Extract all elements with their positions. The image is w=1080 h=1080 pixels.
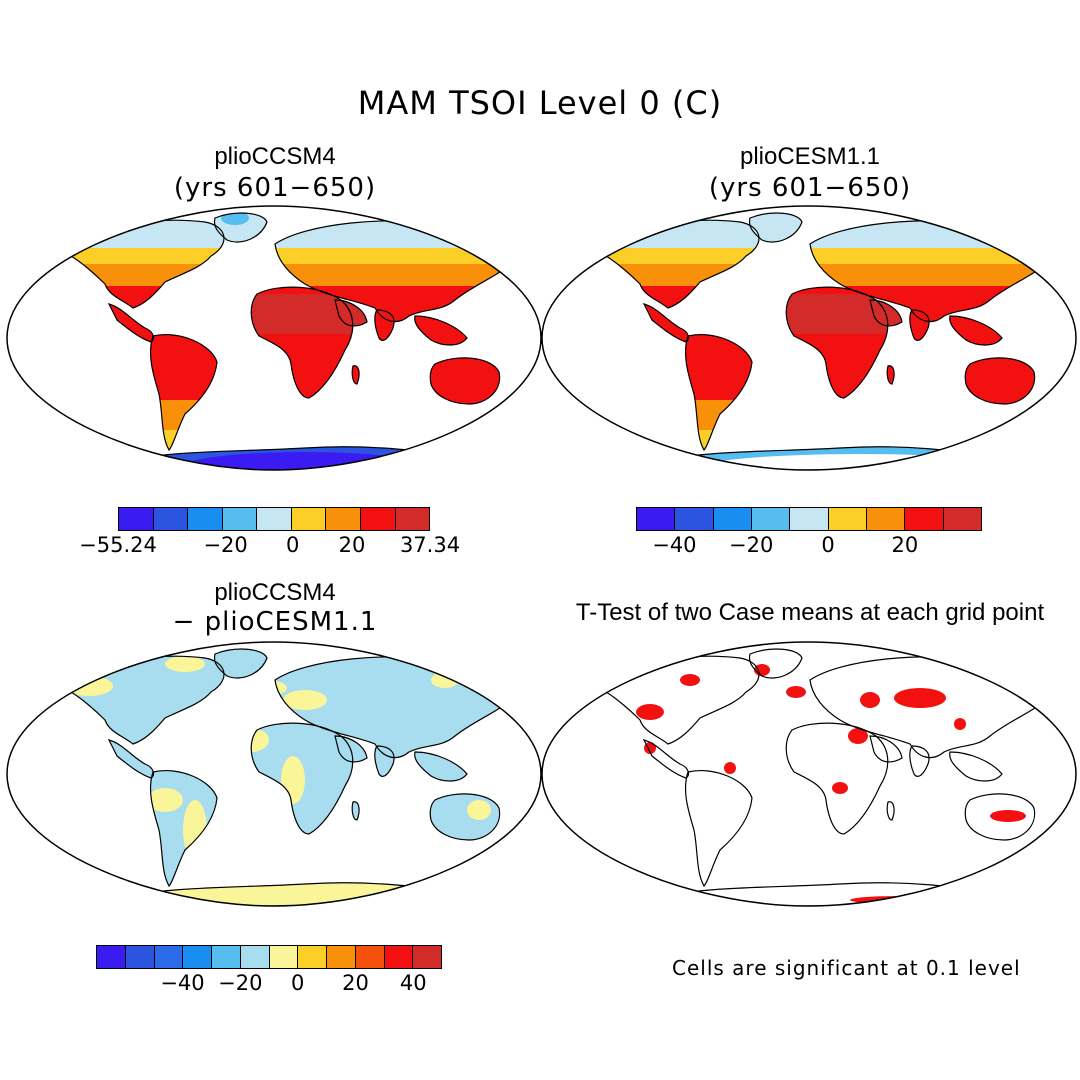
cb1-tick-label: 20 — [338, 533, 366, 557]
cb3-swatch — [355, 946, 385, 968]
colorbar-panel1 — [118, 507, 430, 531]
cb2-tick-label: 20 — [891, 533, 919, 557]
figure-title: MAM TSOI Level 0 (C) — [357, 84, 723, 122]
cb1-swatch — [119, 508, 154, 530]
cb3-tick-label: 0 — [291, 971, 305, 995]
cb3-tick-label: −20 — [218, 971, 263, 995]
colorbar-panel2 — [636, 507, 982, 531]
panel1-subtitle: (yrs 601−650) — [173, 173, 377, 203]
cb1-swatch — [153, 508, 189, 530]
land-camerica — [644, 304, 689, 342]
colorbar-panel3 — [96, 945, 442, 969]
cb3-swatch — [125, 946, 155, 968]
cb1-swatch — [360, 508, 396, 530]
cb2-swatch — [828, 508, 867, 530]
cb2-swatch — [637, 508, 676, 530]
land-samerica — [685, 770, 752, 886]
cb3-swatch — [269, 946, 299, 968]
land-india — [374, 746, 395, 777]
map-border — [541, 641, 1077, 907]
cb2-tick-label: 0 — [821, 533, 835, 557]
land-greenland — [214, 649, 267, 678]
cb1-tick-label: −20 — [203, 533, 248, 557]
panel1-map — [6, 205, 542, 471]
cb3-tick-label: 20 — [342, 971, 369, 995]
land-seasia — [414, 752, 467, 781]
cb2-swatch — [943, 508, 981, 530]
panel4-title: T-Test of two Case means at each grid po… — [575, 599, 1045, 626]
land-madagascar — [352, 365, 360, 384]
land-camerica — [109, 740, 154, 778]
land-india — [909, 746, 930, 777]
cb2-tick-label: −20 — [729, 533, 774, 557]
map-border — [6, 641, 542, 907]
land-seasia — [949, 316, 1002, 345]
map-border — [6, 205, 542, 471]
panel2-title: plioCESM1.1 — [739, 143, 881, 170]
cb1-tick-label: −55.24 — [79, 533, 157, 557]
land-nz — [511, 837, 518, 850]
cb3-swatch — [327, 946, 356, 968]
cb3-swatch — [384, 946, 414, 968]
cb2-swatch — [905, 508, 944, 530]
cb1-swatch — [395, 508, 430, 530]
land-nz — [1046, 837, 1053, 850]
cb3-swatch — [413, 946, 441, 968]
cb1-swatch — [291, 508, 327, 530]
panel3-subtitle: − plioCESM1.1 — [172, 607, 378, 637]
cb1-swatch — [257, 508, 292, 530]
land-namerica — [600, 656, 759, 744]
land-madagascar — [887, 365, 895, 384]
land-madagascar — [352, 801, 360, 820]
land-seasia — [414, 316, 467, 345]
land-australia — [430, 357, 500, 404]
land-nz — [1046, 401, 1053, 414]
cb2-swatch — [866, 508, 906, 530]
cb1-swatch — [326, 508, 361, 530]
cb3-swatch — [97, 946, 126, 968]
panel2-map — [541, 205, 1077, 471]
cb3-swatch — [212, 946, 241, 968]
cb3-swatch — [240, 946, 270, 968]
panel2-subtitle: (yrs 601−650) — [708, 173, 912, 203]
cb3-swatch — [298, 946, 327, 968]
land-namerica — [65, 656, 224, 744]
land-nz — [511, 401, 518, 414]
land-seasia — [949, 752, 1002, 781]
land-madagascar — [887, 801, 895, 820]
cb3-tick-label: 40 — [399, 971, 427, 995]
cb1-tick-label: 0 — [286, 533, 300, 557]
cb2-swatch — [790, 508, 829, 530]
map-border — [541, 205, 1077, 471]
cb1-swatch — [222, 508, 258, 530]
land-australia — [965, 357, 1035, 404]
cb2-swatch — [713, 508, 752, 530]
cb3-swatch — [154, 946, 184, 968]
cb2-swatch — [675, 508, 714, 530]
panel1-title: plioCCSM4 — [214, 143, 336, 170]
cb2-swatch — [751, 508, 791, 530]
cb3-tick-label: −40 — [160, 971, 205, 995]
panel3-title: plioCCSM4 — [214, 579, 336, 606]
cb2-tick-label: −40 — [652, 533, 697, 557]
panel3-map — [6, 641, 542, 907]
panel4-map — [541, 641, 1077, 907]
cb1-swatch — [188, 508, 223, 530]
cb3-swatch — [183, 946, 212, 968]
significance-note: Cells are significant at 0.1 level — [672, 956, 1021, 980]
cb1-tick-label: 37.34 — [399, 533, 461, 557]
land-camerica — [109, 304, 154, 342]
land-africa — [786, 723, 888, 834]
